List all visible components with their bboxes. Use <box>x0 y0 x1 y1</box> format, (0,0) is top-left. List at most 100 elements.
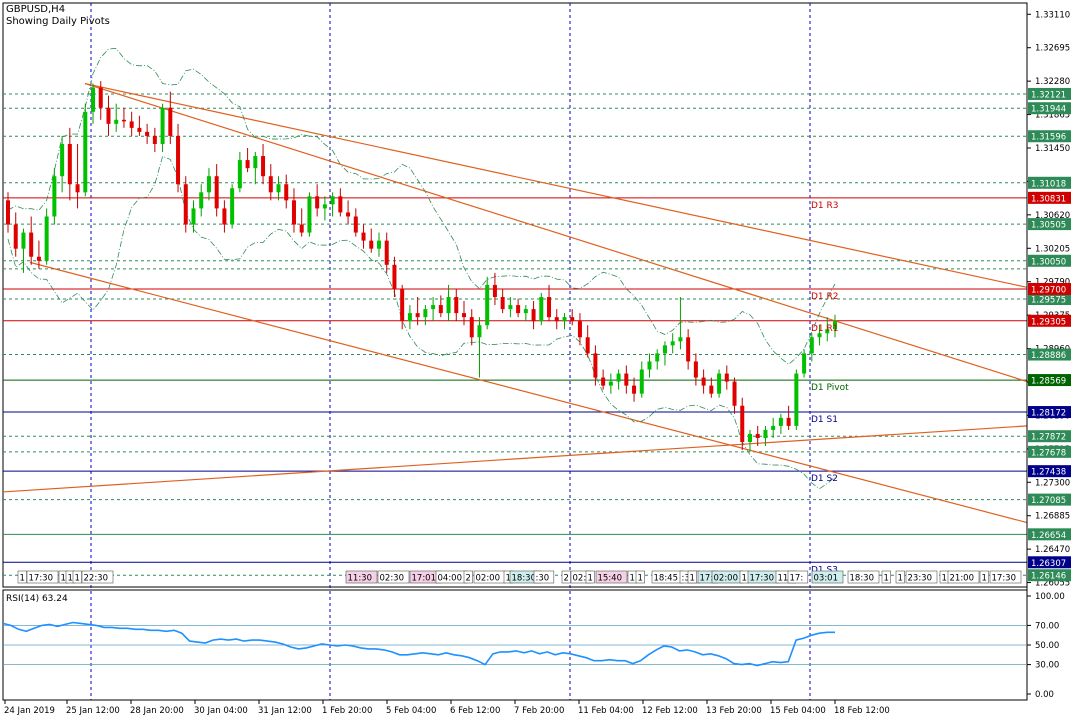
candle-body <box>531 309 536 322</box>
timetag-strip: 1 17:30 1 1 1 22:30 11:30 02:30 17:01 04:00 2 02:00… <box>17 570 1022 584</box>
candle-body <box>60 143 65 177</box>
time-tag-label: 03:01 <box>814 574 839 584</box>
candle-body <box>662 345 667 354</box>
pivot-price-box <box>1028 556 1071 569</box>
price-axis: 1.33110 1.32695 1.32280 1.31865 1.31450 1.310… <box>1026 3 1071 700</box>
level-price-label: 1.28886 <box>1031 351 1066 361</box>
candle-body <box>114 119 119 124</box>
candle-body <box>353 216 358 233</box>
level-price-box <box>1028 293 1071 306</box>
candle-body <box>13 224 18 249</box>
time-tick-label: 5 Feb 04:00 <box>386 706 436 716</box>
price-tick-label: 1.26885 <box>1035 512 1070 522</box>
candle-body <box>693 361 698 378</box>
candle-body <box>315 196 320 209</box>
candle-body <box>492 284 497 298</box>
envelope-upper <box>7 47 836 365</box>
candle-body <box>833 321 837 330</box>
price-tick-label: 1.32695 <box>1035 44 1070 54</box>
time-tag-label: 18:30 <box>512 574 537 584</box>
pivot-price-label: 1.26307 <box>1031 559 1066 569</box>
candle-body <box>740 405 745 443</box>
candle-body <box>763 429 768 438</box>
time-tick-label: 28 Jan 20:00 <box>130 706 184 716</box>
level-price-box <box>1028 218 1071 231</box>
rsi-label: RSI(14) 63.24 <box>6 594 68 604</box>
candle-body <box>423 309 428 318</box>
time-tick-label: 30 Jan 04:00 <box>194 706 248 716</box>
level-price-label: 1.32121 <box>1031 90 1066 100</box>
candle-body <box>462 313 467 318</box>
time-tag-label: 02:00 <box>714 574 739 584</box>
candle-body <box>176 135 181 185</box>
candle-body <box>446 297 451 314</box>
candle-body <box>121 119 126 122</box>
candle-body <box>732 381 737 406</box>
time-tag-label: 02:00 <box>476 574 501 584</box>
candle-body <box>291 200 296 225</box>
candle-body <box>539 297 544 322</box>
pivot-price-box <box>1028 374 1071 387</box>
candle-body <box>67 143 72 185</box>
candle-body <box>21 232 26 249</box>
pivot-label: D1 Pivot <box>811 383 849 393</box>
candle-body <box>183 184 188 225</box>
level-price-label: 1.31018 <box>1031 179 1066 189</box>
time-tag-label: 02: <box>573 574 587 584</box>
time-tag-label: :30 <box>536 574 550 584</box>
time-tick-label: 1 Feb 20:00 <box>322 706 372 716</box>
time-tick-label: 11 Feb 04:00 <box>578 706 634 716</box>
pivot-price-box <box>1028 282 1071 295</box>
time-tag-label: 2 <box>466 574 471 584</box>
level-price-box <box>1028 254 1071 267</box>
candle-body <box>570 317 575 322</box>
chart-symbol-title: GBPUSD,H4 <box>6 4 65 15</box>
price-tick-label: 1.30205 <box>1035 244 1070 254</box>
level-price-box <box>1028 569 1071 582</box>
level-price-box <box>1028 87 1071 100</box>
time-tag-label: 1 <box>982 574 987 584</box>
time-tag-box <box>881 570 891 584</box>
trend-line <box>84 82 1028 383</box>
candle-body <box>322 204 327 209</box>
candle-body <box>152 135 157 144</box>
candle-body <box>206 176 211 193</box>
candle-body <box>299 224 304 233</box>
candles-layer <box>6 81 837 452</box>
level-price-label: 1.26654 <box>1031 531 1066 541</box>
pivot-price-box <box>1028 406 1071 419</box>
candle-body <box>794 373 799 426</box>
time-tag-label: 1 <box>506 574 511 584</box>
time-tag-label: 1 <box>75 574 80 584</box>
rsi-tick-label: 50.00 <box>1035 641 1059 651</box>
time-tag-label: 21:00 <box>950 574 975 584</box>
level-price-label: 1.27085 <box>1031 496 1066 506</box>
price-tick-label: 1.27300 <box>1035 478 1070 488</box>
candle-body <box>137 127 142 132</box>
time-tick-label: 18 Feb 12:00 <box>834 706 890 716</box>
time-tag-label: 1 <box>630 574 635 584</box>
candle-body <box>438 305 443 314</box>
chart-subtitle: Showing Daily Pivots <box>6 16 110 27</box>
price-tick-label: 1.31865 <box>1035 111 1070 121</box>
candle-body <box>778 417 783 426</box>
time-tick-label: 12 Feb 12:00 <box>642 706 698 716</box>
time-tag-label: 17: <box>700 574 714 584</box>
time-tick-label: 13 Feb 20:00 <box>706 706 762 716</box>
time-tag-box <box>561 570 571 584</box>
time-tag-label: 23:30 <box>908 574 933 584</box>
time-tag-box <box>811 570 844 584</box>
candle-body <box>245 160 250 169</box>
time-tag-box <box>345 570 378 584</box>
trend-line <box>84 82 1028 288</box>
time-tag-label: 1 <box>898 574 903 584</box>
candle-body <box>392 264 397 289</box>
candle-body <box>601 377 606 386</box>
candle-body <box>407 313 412 322</box>
candle-body <box>361 232 366 241</box>
pivot-price-box <box>1028 191 1071 204</box>
candle-body <box>577 321 582 338</box>
price-tick-label: 1.32280 <box>1035 77 1070 87</box>
time-tag-label: 17: <box>790 574 804 584</box>
